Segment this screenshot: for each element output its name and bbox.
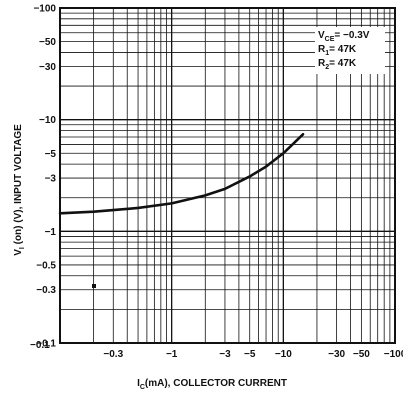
x-tick-label: −50 bbox=[353, 349, 370, 360]
y-tick-label: −100 bbox=[33, 4, 56, 15]
legend-entry: R1= 47K bbox=[318, 44, 357, 57]
y-tick-label: −0.1 bbox=[36, 339, 56, 350]
plot-border bbox=[59, 7, 396, 344]
y-axis-title-main: V bbox=[13, 249, 24, 256]
x-axis-title-sub: C bbox=[140, 384, 145, 391]
y-axis-title-rest: (on) (V), INPUT VOLTAGE bbox=[13, 124, 24, 247]
stray-mark bbox=[92, 284, 96, 288]
plot-frame bbox=[59, 7, 396, 344]
y-tick-label: −0.5 bbox=[36, 260, 56, 271]
legend-entry: VCE= −0.3V bbox=[318, 30, 370, 43]
y-tick-label: −10 bbox=[39, 115, 56, 126]
y-tick-label: −5 bbox=[45, 149, 57, 160]
x-tick-label: −5 bbox=[244, 349, 256, 360]
x-tick-label: −30 bbox=[328, 349, 345, 360]
x-tick-label-min: −0.1 bbox=[30, 340, 50, 351]
x-tick-labels: −0.3 −1 −3 −5 −10 −30 −50 −100 −0.1 bbox=[30, 340, 403, 360]
legend-entry: R2= 47K bbox=[318, 58, 357, 71]
y-tick-label: −50 bbox=[39, 37, 56, 48]
x-tick-label: −0.3 bbox=[103, 349, 123, 360]
y-tick-label: −0.3 bbox=[36, 285, 56, 296]
y-tick-labels: −100 −50 −30 −10 −5 −3 −1 −0.5 −0.3 −0.1 bbox=[33, 4, 56, 350]
y-tick-label: −1 bbox=[45, 227, 57, 238]
x-axis-title-main: I bbox=[137, 378, 140, 389]
x-axis-title-rest: (mA), COLLECTOR CURRENT bbox=[145, 378, 287, 389]
x-tick-label: −1 bbox=[166, 349, 178, 360]
series-group bbox=[58, 132, 305, 215]
legend-box bbox=[315, 27, 385, 74]
y-tick-label: −30 bbox=[39, 62, 56, 73]
x-tick-label: −3 bbox=[219, 349, 231, 360]
y-axis-title-sub: I bbox=[19, 247, 26, 249]
x-axis-title: IC(mA), COLLECTOR CURRENT bbox=[137, 378, 287, 391]
y-tick-label: −3 bbox=[45, 174, 57, 185]
x-tick-label: −10 bbox=[275, 349, 292, 360]
y-axis-title: VI (on) (V), INPUT VOLTAGE bbox=[13, 124, 26, 256]
series-line bbox=[58, 132, 305, 215]
x-tick-label: −100 bbox=[384, 349, 403, 360]
